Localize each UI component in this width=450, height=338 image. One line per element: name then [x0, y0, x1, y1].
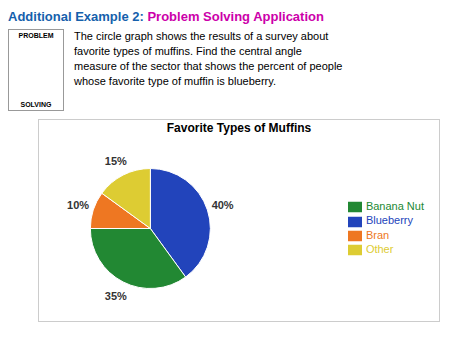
html-text:Favorite Types of Muffins: Favorite Types of Muffins	[166, 121, 312, 135]
html-text:favorite types of muffins. Fin: favorite types of muffins. Find the cent…	[74, 45, 302, 57]
svg-text:35%: 35%	[105, 290, 127, 302]
html-text:SOLVING: SOLVING	[20, 101, 52, 108]
svg-text:40%: 40%	[212, 199, 234, 211]
html-text:Banana Nut: Banana Nut	[365, 200, 424, 213]
html-text:whose favorite type of muffin: whose favorite type of muffin is blueber…	[74, 75, 276, 87]
html-text:Bran: Bran	[365, 228, 390, 241]
svg-text:15%: 15%	[105, 155, 127, 167]
svg-text:10%: 10%	[67, 199, 89, 211]
html-text:measure of the sector that sho: measure of the sector that shows the per…	[74, 60, 343, 72]
html-text:Additional Example 2: Problem: Additional Example 2: Problem Solving Ap…	[8, 9, 324, 24]
html-text:Blueberry: Blueberry	[365, 214, 413, 227]
html-text:PROBLEM: PROBLEM	[18, 32, 54, 39]
html-text:Other: Other	[365, 242, 394, 255]
html-text:The circle graph shows the res: The circle graph shows the results of a …	[74, 30, 329, 42]
